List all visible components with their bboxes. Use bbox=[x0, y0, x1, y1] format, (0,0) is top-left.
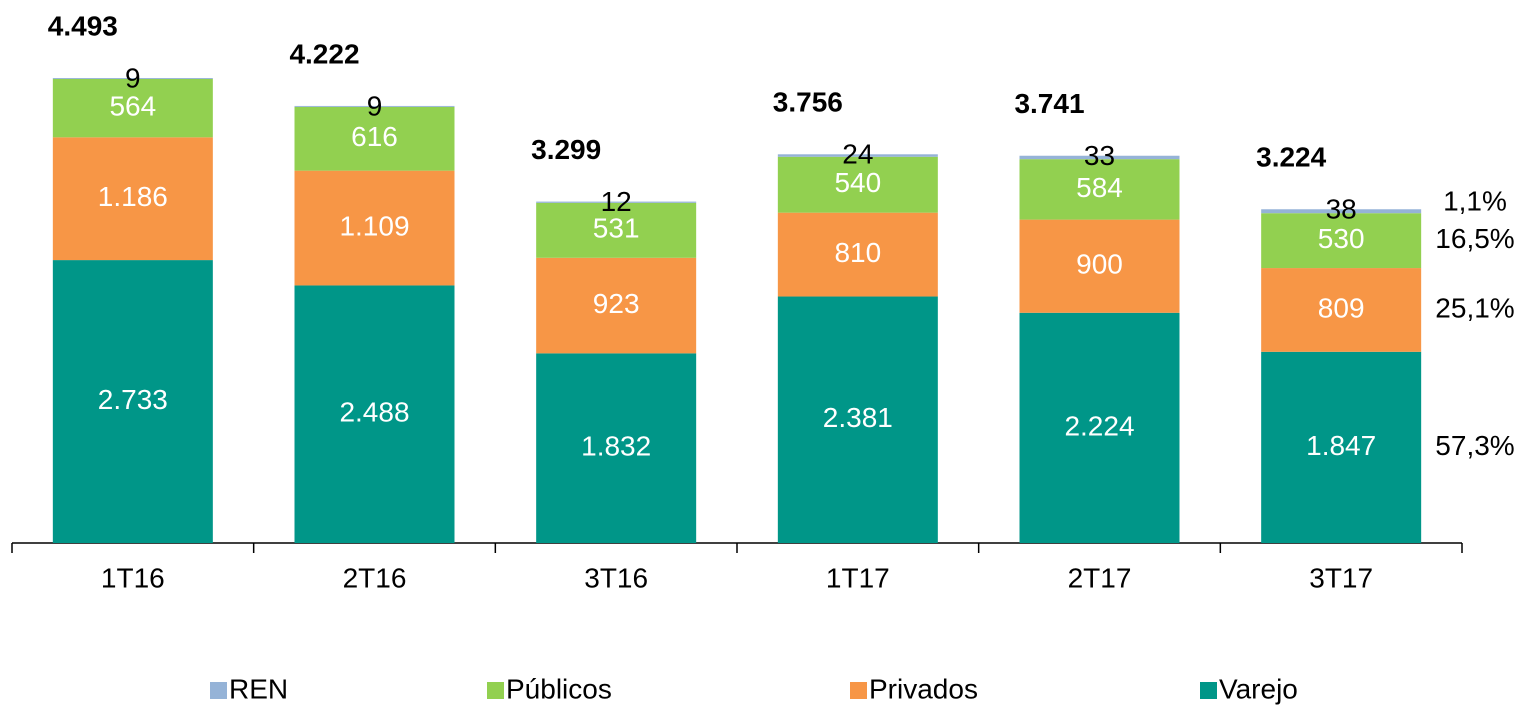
value-label: 2.488 bbox=[339, 397, 409, 428]
bar-segment bbox=[1019, 219, 1180, 313]
legend-swatch bbox=[850, 682, 867, 699]
legend-swatch bbox=[210, 682, 227, 699]
value-label: 1.186 bbox=[98, 181, 168, 212]
value-label: 9 bbox=[125, 62, 141, 93]
value-label: 564 bbox=[109, 91, 156, 122]
bar-segment bbox=[1019, 155, 1180, 160]
value-label: 2.224 bbox=[1064, 410, 1134, 441]
total-label: 3.741 bbox=[1014, 88, 1084, 119]
total-label: 3.756 bbox=[773, 87, 843, 118]
bar-segment bbox=[294, 106, 455, 171]
value-label: 809 bbox=[1318, 292, 1365, 323]
bar-segment bbox=[536, 353, 697, 543]
value-label: 33 bbox=[1084, 140, 1115, 171]
bar-segment bbox=[777, 296, 938, 543]
x-tick-label: 1T16 bbox=[101, 562, 165, 593]
value-label: 1.109 bbox=[339, 210, 409, 241]
bar-segment bbox=[52, 260, 213, 543]
value-label: 540 bbox=[834, 167, 881, 198]
bar-segment bbox=[777, 156, 938, 213]
x-tick-label: 1T17 bbox=[826, 562, 890, 593]
bar-segment bbox=[1019, 312, 1180, 543]
bar-segment bbox=[1261, 209, 1422, 214]
value-label: 2.733 bbox=[98, 384, 168, 415]
legend-label: Públicos bbox=[506, 673, 612, 704]
bar-segment bbox=[1261, 213, 1422, 269]
x-tick-label: 3T16 bbox=[584, 562, 648, 593]
bar-segment bbox=[52, 78, 213, 79]
bar-segment bbox=[536, 202, 697, 258]
bar-segment bbox=[536, 201, 697, 203]
value-label: 900 bbox=[1076, 249, 1123, 280]
value-label: 9 bbox=[367, 90, 383, 121]
value-label: 38 bbox=[1326, 194, 1357, 225]
value-label: 530 bbox=[1318, 223, 1365, 254]
legend-swatch bbox=[487, 682, 504, 699]
share-label: 25,1% bbox=[1435, 292, 1514, 323]
total-label: 3.299 bbox=[531, 134, 601, 165]
bar-segment bbox=[294, 285, 455, 543]
x-tick-label: 3T17 bbox=[1309, 562, 1373, 593]
value-label: 616 bbox=[351, 121, 398, 152]
value-label: 810 bbox=[834, 237, 881, 268]
value-label: 923 bbox=[593, 288, 640, 319]
bar-segment bbox=[294, 105, 455, 107]
total-label: 4.493 bbox=[48, 10, 118, 41]
value-label: 1.832 bbox=[581, 431, 651, 462]
total-label: 4.222 bbox=[289, 38, 359, 69]
bar-segment bbox=[52, 137, 213, 261]
share-label: 1,1% bbox=[1443, 186, 1507, 217]
value-label: 24 bbox=[842, 139, 873, 170]
value-label: 1.847 bbox=[1306, 430, 1376, 461]
bar-segment bbox=[777, 154, 938, 157]
share-label: 16,5% bbox=[1435, 223, 1514, 254]
total-label: 3.224 bbox=[1256, 142, 1326, 173]
bar-segment bbox=[52, 78, 213, 138]
bar-segment bbox=[777, 212, 938, 297]
value-label: 12 bbox=[601, 186, 632, 217]
bar-segment bbox=[1261, 268, 1422, 352]
share-label: 57,3% bbox=[1435, 430, 1514, 461]
value-label: 584 bbox=[1076, 172, 1123, 203]
x-tick-label: 2T16 bbox=[343, 562, 407, 593]
legend-swatch bbox=[1200, 682, 1217, 699]
bar-segment bbox=[294, 170, 455, 286]
legend-label: REN bbox=[229, 673, 288, 704]
bar-segment bbox=[1019, 159, 1180, 220]
legend-label: Varejo bbox=[1219, 673, 1298, 704]
bar-segment bbox=[1261, 351, 1422, 543]
legend-label: Privados bbox=[869, 673, 978, 704]
bar-segment bbox=[536, 257, 697, 354]
value-label: 2.381 bbox=[823, 402, 893, 433]
x-tick-label: 2T17 bbox=[1068, 562, 1132, 593]
value-label: 531 bbox=[593, 213, 640, 244]
